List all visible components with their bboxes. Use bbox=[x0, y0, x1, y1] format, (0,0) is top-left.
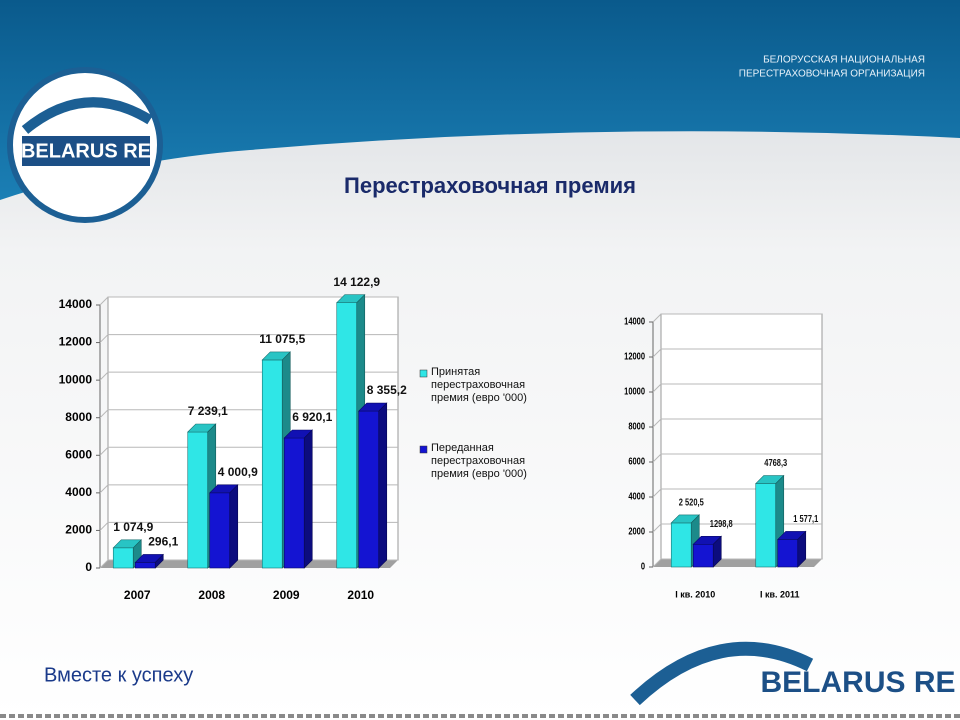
legend-label: Переданная перестраховочная премия (евро… bbox=[431, 442, 527, 480]
bar-side bbox=[797, 530, 807, 568]
bar bbox=[283, 437, 305, 569]
bar bbox=[670, 522, 692, 568]
value-label: 11 075,5 bbox=[259, 332, 305, 346]
footer-logo-text: BELARUS RE bbox=[760, 666, 955, 699]
value-label: 1 074,9 bbox=[113, 520, 153, 534]
header-band bbox=[0, 0, 960, 200]
grid-line bbox=[99, 409, 398, 419]
y-tick-label: 8000 bbox=[628, 421, 645, 432]
y-tick-label: 8000 bbox=[65, 410, 92, 424]
bar bbox=[261, 359, 283, 569]
y-tick-label: 6000 bbox=[628, 456, 645, 467]
y-tick-label: 0 bbox=[85, 560, 92, 574]
value-label: 14 122,9 bbox=[333, 275, 380, 289]
legend-label: Принятая перестраховочная премия (евро '… bbox=[431, 366, 527, 404]
value-label: 6 920,1 bbox=[292, 410, 332, 424]
value-label: 8 355,2 bbox=[367, 383, 407, 397]
y-tick-label: 14000 bbox=[59, 297, 93, 311]
chart: 0 2000 4000 6000 8000 10000 12000 14000 I кв. 20… bbox=[624, 313, 823, 599]
y-tick-label: 2000 bbox=[628, 526, 645, 537]
grid-line bbox=[652, 418, 822, 428]
y-tick-label: 4000 bbox=[65, 485, 92, 499]
org-line: ПЕРЕСТРАХОВОЧНАЯ ОРГАНИЗАЦИЯ bbox=[739, 69, 925, 80]
value-label: 4768,3 bbox=[764, 457, 787, 468]
x-tick-label: 2010 bbox=[347, 588, 374, 602]
value-label: 296,1 bbox=[148, 535, 178, 549]
bar bbox=[755, 483, 777, 568]
x-tick-label: 2009 bbox=[273, 588, 300, 602]
x-tick-label: 2007 bbox=[124, 588, 151, 602]
bar-side bbox=[154, 553, 164, 569]
bar bbox=[692, 543, 714, 568]
value-label: 1 577,1 bbox=[793, 513, 818, 524]
logo-text: BELARUS RE bbox=[21, 140, 151, 162]
footer-slogan: Вместе к успеху bbox=[44, 664, 193, 686]
plot-floor bbox=[100, 560, 398, 568]
bar bbox=[336, 302, 358, 569]
bar bbox=[187, 431, 209, 569]
grid-line bbox=[99, 296, 398, 306]
bar bbox=[112, 547, 134, 569]
value-label: 7 239,1 bbox=[188, 404, 228, 418]
legend-entry: Переданная перестраховочная премия (евро… bbox=[431, 442, 527, 480]
legend-swatch bbox=[419, 369, 428, 378]
legend-swatch bbox=[419, 445, 428, 454]
bar-side bbox=[712, 535, 722, 568]
y-tick-label: 6000 bbox=[65, 447, 92, 461]
grid-line bbox=[99, 371, 398, 381]
y-tick-label: 2000 bbox=[65, 523, 92, 537]
grid-line bbox=[652, 313, 822, 323]
value-label: 1298,8 bbox=[710, 518, 733, 529]
y-tick-label: 0 bbox=[641, 561, 645, 572]
slide-title: Перестраховочная премия bbox=[344, 173, 636, 198]
org-line: БЕЛОРУССКАЯ НАЦИОНАЛЬНАЯ bbox=[763, 55, 925, 66]
grid-line bbox=[652, 348, 822, 358]
charts: 0 2000 4000 6000 8000 10000 12000 14000 2007 1 07… bbox=[59, 275, 823, 602]
y-tick-label: 12000 bbox=[624, 351, 645, 362]
y-tick-label: 14000 bbox=[624, 316, 645, 327]
footer-logo: BELARUS RE bbox=[630, 641, 956, 706]
value-label: 2 520,5 bbox=[679, 496, 704, 507]
bar-side bbox=[378, 402, 388, 569]
legend-entry: Принятая перестраховочная премия (евро '… bbox=[431, 366, 527, 404]
chart: 0 2000 4000 6000 8000 10000 12000 14000 2007 1 07… bbox=[59, 275, 527, 602]
grid-line bbox=[652, 383, 822, 393]
x-tick-label: I кв. 2010 bbox=[675, 589, 715, 599]
y-tick-label: 10000 bbox=[59, 372, 93, 386]
value-label: 4 000,9 bbox=[218, 465, 258, 479]
grid-line bbox=[99, 334, 398, 343]
y-tick-label: 12000 bbox=[59, 335, 93, 349]
x-tick-label: I кв. 2011 bbox=[760, 589, 800, 599]
bar bbox=[777, 539, 799, 568]
y-tick-label: 4000 bbox=[628, 491, 645, 502]
bar-side bbox=[303, 429, 313, 569]
logo: BELARUS RE bbox=[7, 67, 163, 223]
bar bbox=[358, 410, 380, 569]
grid-line bbox=[652, 453, 822, 463]
bar bbox=[134, 562, 156, 569]
bar-side bbox=[229, 484, 239, 569]
bar bbox=[209, 492, 231, 569]
y-tick-label: 10000 bbox=[624, 386, 645, 397]
x-tick-label: 2008 bbox=[198, 588, 225, 602]
